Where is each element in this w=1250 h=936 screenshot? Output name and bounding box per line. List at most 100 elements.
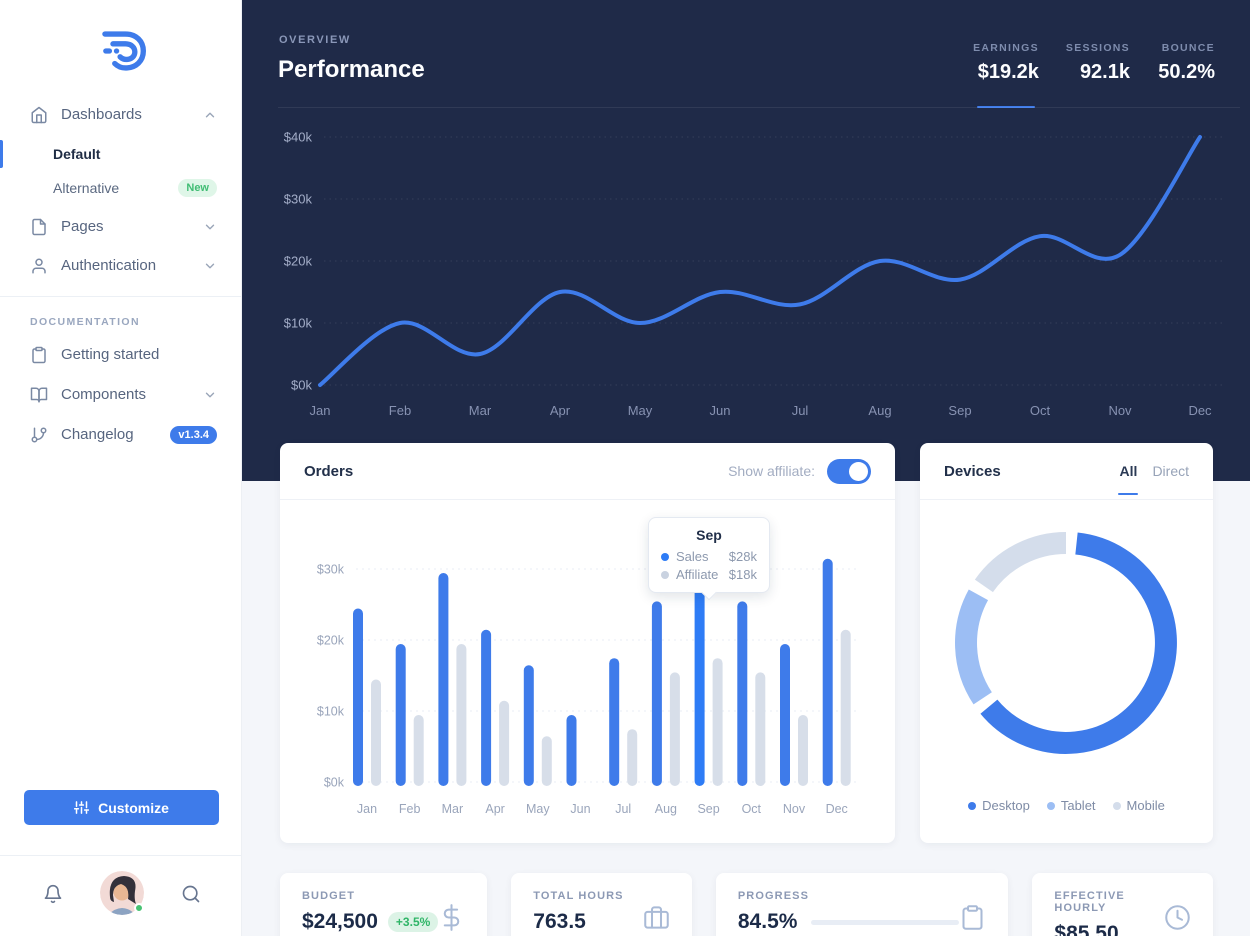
devices-tabs: All Direct (1120, 463, 1189, 479)
legend-item-desktop[interactable]: Desktop (968, 798, 1030, 813)
svg-text:Dec: Dec (1188, 403, 1212, 418)
sidebar-item-default[interactable]: Default (0, 137, 241, 171)
orders-title: Orders (304, 462, 354, 480)
svg-text:Jul: Jul (792, 403, 809, 418)
main-content: OVERVIEW Performance EARNINGS $19.2k SES… (242, 0, 1250, 936)
budget-card[interactable]: BUDGET $24,500 +3.5% (280, 873, 488, 936)
bell-icon[interactable] (43, 884, 63, 904)
progress-card[interactable]: PROGRESS 84.5% (715, 873, 1009, 936)
stat-earnings[interactable]: EARNINGS $19.2k (973, 42, 1039, 83)
sidebar-item-changelog[interactable]: Changelog v1.3.4 (0, 416, 241, 453)
desktop-dot-icon (968, 801, 977, 810)
devices-card: Devices All Direct Desktop Tablet (920, 443, 1213, 843)
mobile-dot-icon (1112, 801, 1121, 810)
active-indicator (0, 140, 3, 168)
svg-text:$20k: $20k (317, 634, 345, 648)
sidebar-footer-divider (0, 855, 242, 856)
new-badge: New (178, 179, 217, 197)
svg-text:Sep: Sep (697, 802, 719, 816)
orders-card-header: Orders Show affiliate: (280, 443, 895, 500)
svg-text:$30k: $30k (317, 563, 345, 577)
svg-text:Mar: Mar (442, 802, 464, 816)
orders-bar-chart[interactable]: $0k $10k $20k $30k Jan Feb Mar Apr May Jun Jul Aug S… (300, 505, 875, 825)
sidebar-item-label: Dashboards (61, 106, 142, 123)
kpi-label: EFFECTIVE HOURLY (1054, 890, 1125, 914)
performance-line-chart[interactable]: $0k $10k $20k $30k $40k Jan Feb Mar Apr May Jun Jul… (262, 112, 1230, 432)
svg-text:Jan: Jan (357, 802, 377, 816)
sidebar-nav: Dashboards Default Alternative New Pages… (0, 96, 241, 453)
sidebar-item-dashboards[interactable]: Dashboards (0, 96, 241, 133)
affiliate-toggle[interactable] (827, 458, 871, 484)
svg-text:Jan: Jan (310, 403, 331, 418)
home-icon (31, 106, 47, 123)
svg-text:$30k: $30k (284, 192, 313, 207)
kpi-row: BUDGET $24,500 +3.5% TOTAL HOURS 763.5 (280, 873, 1214, 936)
svg-text:Nov: Nov (783, 802, 806, 816)
file-icon (32, 218, 46, 235)
tab-direct[interactable]: Direct (1152, 463, 1189, 479)
sidebar-item-label: Getting started (61, 346, 160, 363)
total-hours-card[interactable]: TOTAL HOURS 763.5 (511, 873, 692, 936)
svg-text:$0k: $0k (324, 776, 345, 790)
stat-sessions[interactable]: SESSIONS 92.1k (1065, 42, 1130, 83)
customize-button-label: Customize (98, 799, 169, 816)
svg-text:Apr: Apr (550, 403, 571, 418)
effective-hourly-card[interactable]: EFFECTIVE HOURLY $85.50 (1032, 873, 1214, 936)
legend-item-tablet[interactable]: Tablet (1046, 798, 1096, 813)
devices-legend: Desktop Tablet Mobile (920, 798, 1213, 813)
toggle-knob (849, 461, 868, 481)
sidebar-item-pages[interactable]: Pages (0, 208, 241, 245)
user-icon (32, 258, 46, 273)
orders-card: Orders Show affiliate: $0k $10k $20k $30k Ja… (280, 443, 895, 843)
toggle-label: Show affiliate: (728, 463, 815, 479)
devices-title: Devices (944, 462, 1001, 480)
sidebar-item-getting-started[interactable]: Getting started (0, 336, 241, 373)
kpi-value: 763.5 (533, 910, 586, 933)
tooltip-month: Sep (696, 527, 722, 543)
sidebar-item-label: Alternative (53, 180, 120, 196)
svg-text:Aug: Aug (868, 403, 891, 418)
book-open-icon (30, 387, 48, 402)
sidebar-item-alternative[interactable]: Alternative New (0, 171, 241, 205)
sidebar-item-label: Authentication (61, 257, 157, 274)
clipboard-icon (962, 905, 983, 930)
tab-all[interactable]: All (1119, 463, 1138, 479)
hero-stats: EARNINGS $19.2k SESSIONS 92.1k BOUNCE 50… (973, 42, 1215, 84)
briefcase-icon (644, 906, 669, 929)
chevron-down-icon (205, 392, 215, 397)
kpi-label: PROGRESS (737, 890, 810, 902)
svg-text:Jul: Jul (615, 802, 631, 816)
svg-text:Oct: Oct (1030, 403, 1051, 418)
stat-bounce[interactable]: BOUNCE 50.2% (1158, 42, 1215, 83)
svg-text:$10k: $10k (284, 316, 313, 331)
kpi-value: $85.50 (1054, 922, 1119, 936)
kpi-label: BUDGET (302, 890, 356, 902)
devices-donut-chart[interactable] (946, 523, 1186, 763)
svg-text:Feb: Feb (389, 403, 411, 418)
app-logo-icon[interactable] (91, 26, 151, 76)
sidebar-item-components[interactable]: Components (0, 376, 241, 413)
sidebar-divider (0, 296, 241, 297)
svg-text:Sep: Sep (948, 403, 971, 418)
user-avatar[interactable] (100, 871, 144, 915)
documentation-section-label: DOCUMENTATION (30, 316, 140, 328)
show-affiliate-control: Show affiliate: (728, 458, 871, 484)
clock-icon (1165, 905, 1190, 930)
chevron-down-icon (205, 263, 215, 268)
performance-hero: OVERVIEW Performance EARNINGS $19.2k SES… (242, 0, 1250, 481)
legend-item-mobile[interactable]: Mobile (1112, 798, 1165, 813)
customize-button[interactable]: Customize (24, 790, 219, 825)
svg-text:Nov: Nov (1108, 403, 1132, 418)
svg-text:Feb: Feb (399, 802, 421, 816)
svg-text:Jun: Jun (710, 403, 731, 418)
sidebar: Dashboards Default Alternative New Pages… (0, 0, 242, 936)
svg-text:$20k: $20k (284, 254, 313, 269)
chevron-up-icon (205, 112, 215, 117)
svg-text:Mar: Mar (469, 403, 492, 418)
svg-text:May: May (526, 802, 550, 816)
svg-text:Jun: Jun (570, 802, 590, 816)
svg-text:Dec: Dec (826, 802, 848, 816)
sidebar-item-authentication[interactable]: Authentication (0, 247, 241, 284)
sidebar-item-label: Default (53, 146, 101, 162)
search-icon[interactable] (181, 884, 201, 904)
